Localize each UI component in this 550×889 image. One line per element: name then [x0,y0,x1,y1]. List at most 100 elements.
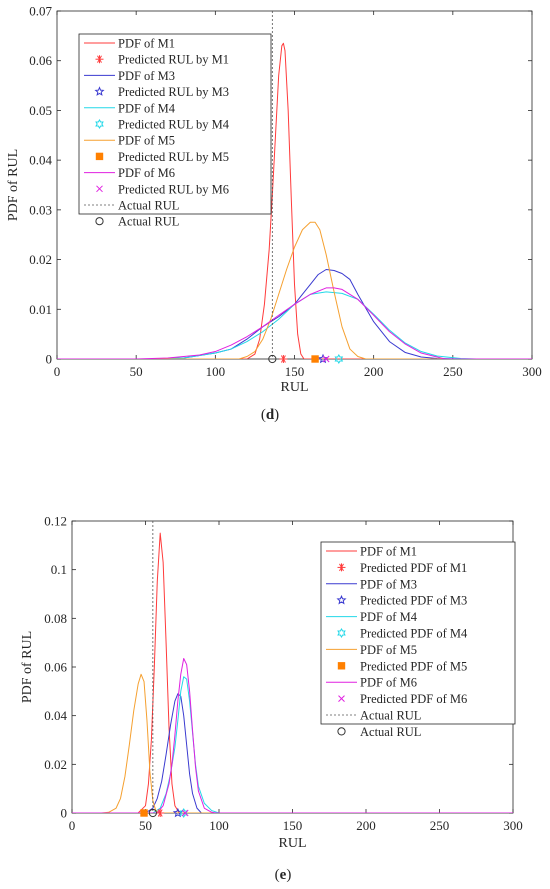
legend-entry: Predicted PDF of M4 [337,627,468,641]
x-tick-label: 300 [503,818,523,833]
legend-label: Predicted RUL by M4 [118,118,230,132]
x-tick-label: 100 [206,364,226,379]
legend-label: PDF of M6 [118,166,175,180]
x-tick-label: 50 [139,818,152,833]
marker-predicted-rul-by-m3 [317,353,329,364]
legend-label: Predicted PDF of M5 [360,659,467,673]
y-tick-label: 0.02 [29,252,52,267]
legend-entry: Predicted RUL by M1 [95,53,229,67]
legend-entry: Actual RUL [326,709,421,723]
legend-label: PDF of M6 [360,676,417,690]
legend-entry: PDF of M1 [326,545,417,559]
legend-entry: Predicted PDF of M1 [337,561,467,575]
legend-entry: Actual RUL [84,199,179,213]
legend-label: PDF of M1 [360,545,417,559]
y-tick-label: 0.05 [29,103,52,118]
x-tick-label: 0 [54,364,61,379]
legend-marker [95,217,104,226]
legend-label: Predicted PDF of M6 [360,692,467,706]
panel-label: (d) [261,407,279,423]
legend-label: PDF of M3 [118,69,175,83]
legend-marker [95,55,104,64]
x-tick-label: 150 [283,818,303,833]
series-layer [57,11,532,359]
legend-marker [95,152,104,161]
series-line-pdf-of-m5 [57,221,532,359]
y-tick-label: 0 [46,352,53,367]
legend-entry: Predicted PDF of M6 [338,692,467,706]
y-axis-label: PDF of RUL [6,149,21,221]
y-tick-label: 0.03 [29,202,52,217]
legend-entry: Predicted RUL by M3 [94,85,229,99]
series-line-pdf-of-m4 [72,676,513,813]
series-line-pdf-of-m6 [57,287,532,359]
marker-predicted-pdf-of-m6 [181,809,189,817]
legend-label: Predicted PDF of M3 [360,594,467,608]
chart-panel-2: 0 50 100 150 200 250 300 0 0.02 0.04 0.06 0.08 0.1 0.… [20,514,523,884]
x-tick-label: 300 [522,364,542,379]
marker-predicted-rul-by-m5 [311,355,319,363]
y-tick-label: 0.06 [44,660,67,675]
marker-predicted-rul-by-m4 [334,354,344,364]
legend-label: Actual RUL [118,199,179,213]
marker-predicted-pdf-of-m5 [140,809,148,817]
legend-marker [95,119,104,129]
series-line-pdf-of-m3 [72,693,513,813]
legend-marker [337,628,346,638]
x-tick-label: 50 [130,364,143,379]
legend-marker [338,695,345,702]
series-line-pdf-of-m1 [72,532,513,813]
legend-label: Actual RUL [118,215,179,229]
legend-marker [337,662,346,670]
legend-label: PDF of M4 [360,610,418,624]
y-axis-label: PDF of RUL [20,631,35,703]
series-line-pdf-of-m1 [57,42,532,359]
x-tick-label: 100 [209,818,229,833]
legend-label: Predicted RUL by M5 [118,150,229,164]
panel-label: (e) [275,867,292,883]
legend-entry: Actual RUL [95,215,179,229]
legend-entry: PDF of M6 [326,676,417,690]
x-tick-label: 0 [69,818,76,833]
y-tick-label: 0.08 [44,611,67,626]
legend-label: PDF of M5 [118,134,175,148]
x-tick-label: 250 [430,818,450,833]
series-line-pdf-of-m5 [72,673,513,813]
legend-entry: Predicted PDF of M5 [337,659,467,673]
legend-entry: PDF of M3 [326,577,417,591]
x-axis-label: RUL [279,836,307,851]
marker-actual-rul [148,808,157,818]
legend-entry: PDF of M6 [84,166,175,180]
y-tick-label: 0.04 [29,153,52,168]
legend-entry: PDF of M4 [326,610,418,624]
series-line-pdf-of-m4 [57,291,532,359]
legend-marker [337,727,346,736]
marker-predicted-rul-by-m1 [279,355,288,363]
legend-marker [336,594,347,605]
legend-label: PDF of M1 [118,37,175,51]
chart-panel-1: 0 50 100 150 200 250 300 0 0.01 0.02 0.03 0.04 0.05 0… [6,4,542,424]
y-tick-label: 0.12 [44,514,67,529]
marker-predicted-pdf-of-m1 [156,809,165,817]
marker-actual-rul [268,354,277,364]
legend-label: Actual RUL [360,725,421,739]
legend-entry: Predicted RUL by M5 [95,150,229,164]
legend: PDF of M1 Predicted PDF of M1 PDF of M3 Pre… [320,541,516,739]
y-tick-label: 0.01 [29,302,52,317]
y-tick-label: 0.06 [29,53,52,68]
legend-label: Predicted RUL by M6 [118,182,229,196]
legend-entry: Predicted RUL by M6 [96,182,229,196]
legend-label: Predicted PDF of M1 [360,561,467,575]
y-tick-label: 0.1 [51,562,67,577]
legend-marker [94,86,105,96]
y-tick-label: 0.07 [29,4,52,19]
legend-entry: PDF of M4 [84,101,176,115]
legend-label: Actual RUL [360,709,421,723]
x-axis-label: RUL [281,380,309,395]
legend-entry: PDF of M3 [84,69,175,83]
legend-marker [96,185,103,193]
y-tick-label: 0 [61,806,68,821]
legend-label: Predicted RUL by M1 [118,53,229,67]
legend-entry: PDF of M5 [326,643,417,657]
